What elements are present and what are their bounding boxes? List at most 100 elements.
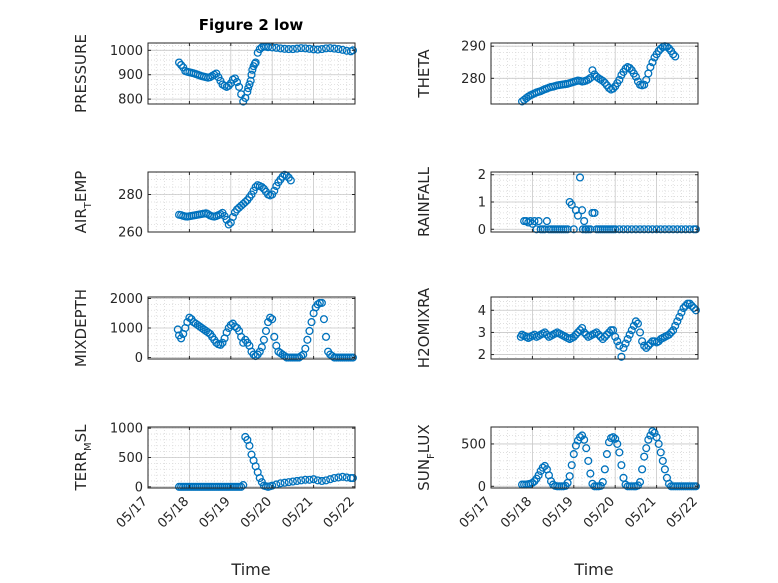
- data-point: [675, 312, 684, 321]
- data-point: [338, 472, 347, 481]
- y-tick-label: 2: [478, 168, 486, 183]
- x-axis-label-left: Time: [230, 560, 270, 579]
- y-tick-label: 0: [478, 480, 486, 495]
- axes-box: [147, 42, 356, 105]
- plot-area: [491, 297, 698, 359]
- data-point: [600, 465, 609, 474]
- data-point: [288, 477, 297, 486]
- panel-rainfall: 0 1 2 RAINFALL: [415, 166, 700, 238]
- data-point: [586, 469, 595, 478]
- data-point: [224, 220, 233, 229]
- data-point: [604, 328, 614, 337]
- y-tick-label: 500: [461, 437, 486, 452]
- data-point: [270, 332, 279, 341]
- data-point: [621, 339, 630, 348]
- y-tick-label: 1000: [110, 422, 143, 437]
- data-point: [569, 332, 578, 341]
- data-point: [646, 63, 655, 72]
- data-point: [286, 176, 295, 185]
- y-tick-label: 1000: [110, 322, 143, 337]
- y-axis-label: MIXDEPTH: [72, 289, 90, 367]
- data-point: [272, 43, 281, 52]
- y-axis-label: TERRMSL: [72, 424, 94, 492]
- data-point: [691, 225, 700, 234]
- data-point: [584, 456, 593, 465]
- data-point: [280, 44, 289, 53]
- data-point: [598, 76, 607, 85]
- data-point: [679, 304, 688, 313]
- panel-h2omixra: 2 3 4 H2OMIXRA: [415, 287, 700, 368]
- x-tick-label: 05/21: [279, 494, 316, 531]
- data-point: [270, 186, 279, 195]
- data-point: [604, 438, 614, 447]
- data-point: [297, 44, 306, 53]
- data-point: [230, 322, 239, 331]
- data-point: [635, 478, 645, 487]
- data-point: [635, 225, 645, 234]
- data-point: [640, 225, 649, 234]
- data-point: [613, 337, 622, 346]
- y-tick-label: 0: [135, 351, 143, 366]
- y-tick-label: 260: [118, 226, 143, 241]
- y-tick-label: 280: [118, 188, 143, 203]
- data-point: [582, 444, 591, 453]
- data-point: [631, 72, 640, 81]
- series-markers: [175, 432, 357, 491]
- y-axis-label: THETA: [415, 49, 433, 99]
- data-point: [317, 298, 326, 307]
- data-point: [338, 45, 347, 54]
- data-point: [257, 182, 266, 192]
- data-point: [644, 341, 653, 350]
- data-point: [611, 434, 620, 443]
- data-point: [635, 328, 645, 337]
- x-tick-label: 05/20: [581, 494, 618, 531]
- data-point: [235, 82, 244, 91]
- data-point: [644, 225, 653, 234]
- data-point: [247, 70, 256, 79]
- data-point: [569, 225, 578, 234]
- y-tick-label: 800: [118, 93, 143, 108]
- data-point: [677, 225, 686, 234]
- data-point: [534, 217, 543, 226]
- panel-air-temp: 260 280 AIRTEMP: [72, 171, 356, 241]
- y-tick-label: 290: [461, 40, 486, 55]
- data-point: [652, 225, 661, 234]
- data-point: [259, 335, 268, 344]
- data-point: [691, 306, 700, 315]
- data-point: [648, 427, 657, 436]
- y-tick-label: 2000: [110, 292, 143, 307]
- data-point: [625, 63, 634, 73]
- data-point: [656, 448, 665, 457]
- data-point: [615, 75, 624, 84]
- data-point: [268, 315, 277, 324]
- y-axis-label: SUNFLUX: [415, 424, 437, 490]
- data-point: [255, 473, 264, 483]
- x-tick-label: 05/17: [114, 494, 151, 531]
- data-point: [241, 197, 250, 207]
- data-point: [627, 225, 636, 234]
- data-point: [687, 301, 696, 310]
- y-axis-label: H2OMIXRA: [415, 287, 433, 368]
- x-tick-label: 05/18: [155, 494, 192, 531]
- data-point: [669, 50, 678, 59]
- data-point: [264, 43, 273, 52]
- data-point: [609, 84, 618, 93]
- data-point: [590, 208, 599, 217]
- data-point: [567, 200, 576, 209]
- data-point: [303, 335, 312, 344]
- data-point: [565, 472, 574, 481]
- data-point: [671, 52, 680, 61]
- data-point: [617, 352, 626, 361]
- data-point: [633, 319, 643, 328]
- data-point: [648, 225, 657, 234]
- minor-grid: [148, 171, 355, 233]
- data-point: [326, 44, 335, 53]
- x-axis-label-right: Time: [573, 560, 613, 579]
- data-point: [185, 313, 194, 322]
- data-point: [245, 441, 254, 450]
- data-point: [257, 343, 266, 352]
- data-point: [237, 482, 246, 491]
- data-point: [245, 80, 254, 89]
- panel-sun-flux: 0 500 SUNFLUX 05/17 05/18 05/19 05/20 05/21 05/2…: [415, 424, 701, 531]
- data-point: [623, 335, 632, 344]
